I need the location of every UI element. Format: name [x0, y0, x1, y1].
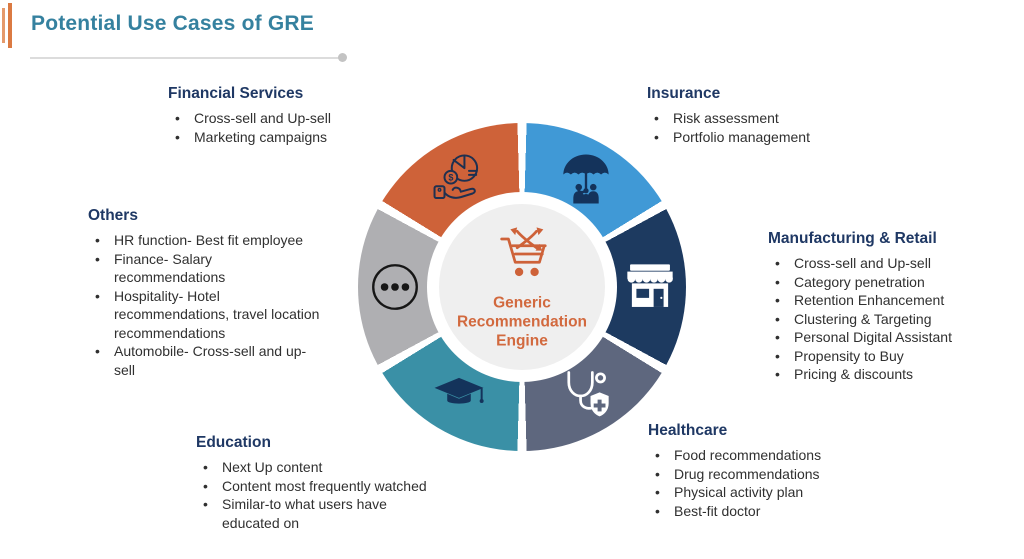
list-item: Cross-sell and Up-sell: [768, 254, 1018, 273]
list-item: Next Up content: [196, 458, 446, 477]
manufacturing-retail-heading: Manufacturing & Retail: [768, 230, 937, 247]
storefront-icon: [627, 264, 673, 307]
education-list: Next Up content Content most frequently …: [196, 458, 446, 532]
list-item: Cross-sell and Up-sell: [168, 109, 398, 128]
svg-text:$: $: [448, 173, 453, 183]
list-item: HR function- Best fit employee: [88, 231, 321, 250]
title-divider: [30, 57, 342, 59]
panel-manufacturing-retail: Manufacturing & Retail Cross-sell and Up…: [768, 229, 1018, 384]
insurance-heading: Insurance: [647, 85, 721, 102]
list-item: Risk assessment: [647, 109, 877, 128]
list-item: Similar-to what users have educated on: [196, 495, 446, 532]
manufacturing-retail-list: Cross-sell and Up-sell Category penetrat…: [768, 254, 1018, 384]
financial-services-list: Cross-sell and Up-sell Marketing campaig…: [168, 109, 398, 146]
list-item: Hospitality- Hotel recommendations, trav…: [88, 287, 321, 343]
gre-donut-diagram: $: [358, 123, 686, 451]
panel-insurance: Insurance Risk assessment Portfolio mana…: [647, 84, 877, 146]
shopping-cart-shuffle-icon: [500, 227, 547, 277]
list-item: Food recommendations: [648, 446, 888, 465]
others-heading: Others: [88, 207, 138, 224]
accent-bar: [2, 8, 5, 43]
healthcare-list: Food recommendations Drug recommendation…: [648, 446, 888, 520]
panel-financial-services: Financial Services Cross-sell and Up-sel…: [168, 84, 398, 146]
panel-healthcare: Healthcare Food recommendations Drug rec…: [648, 421, 888, 520]
list-item: Marketing campaigns: [168, 128, 398, 147]
stethoscope-shield-icon: [567, 371, 609, 417]
list-item: Finance- Salary recommendations: [88, 250, 321, 287]
title-divider-dot: [338, 53, 347, 62]
list-item: Retention Enhancement: [768, 291, 1018, 310]
umbrella-family-icon: [563, 154, 609, 204]
graduation-cap-icon: [434, 377, 484, 404]
accent-bar: [8, 3, 12, 48]
list-item: Drug recommendations: [648, 465, 888, 484]
education-heading: Education: [196, 434, 271, 451]
list-item: Portfolio management: [647, 128, 877, 147]
others-list: HR function- Best fit employee Finance- …: [88, 231, 321, 379]
insurance-list: Risk assessment Portfolio management: [647, 109, 877, 146]
healthcare-heading: Healthcare: [648, 422, 728, 439]
ellipsis-icon: [372, 264, 418, 310]
pie-chart-hand-icon: $: [433, 154, 479, 200]
center-content: Generic Recommendation Engine: [442, 224, 602, 351]
list-item: Clustering & Targeting: [768, 310, 1018, 329]
center-label: Generic Recommendation Engine: [456, 294, 588, 350]
list-item: Category penetration: [768, 273, 1018, 292]
list-item: Physical activity plan: [648, 483, 888, 502]
page-title: Potential Use Cases of GRE: [31, 12, 314, 35]
panel-others: Others HR function- Best fit employee Fi…: [88, 206, 321, 379]
list-item: Pricing & discounts: [768, 365, 1018, 384]
list-item: Best-fit doctor: [648, 502, 888, 521]
list-item: Automobile- Cross-sell and up-sell: [88, 342, 321, 379]
panel-education: Education Next Up content Content most f…: [196, 433, 446, 532]
list-item: Content most frequently watched: [196, 477, 446, 496]
list-item: Personal Digital Assistant: [768, 328, 1018, 347]
list-item: Propensity to Buy: [768, 347, 1018, 366]
financial-services-heading: Financial Services: [168, 85, 304, 102]
center-hub: [439, 204, 605, 370]
